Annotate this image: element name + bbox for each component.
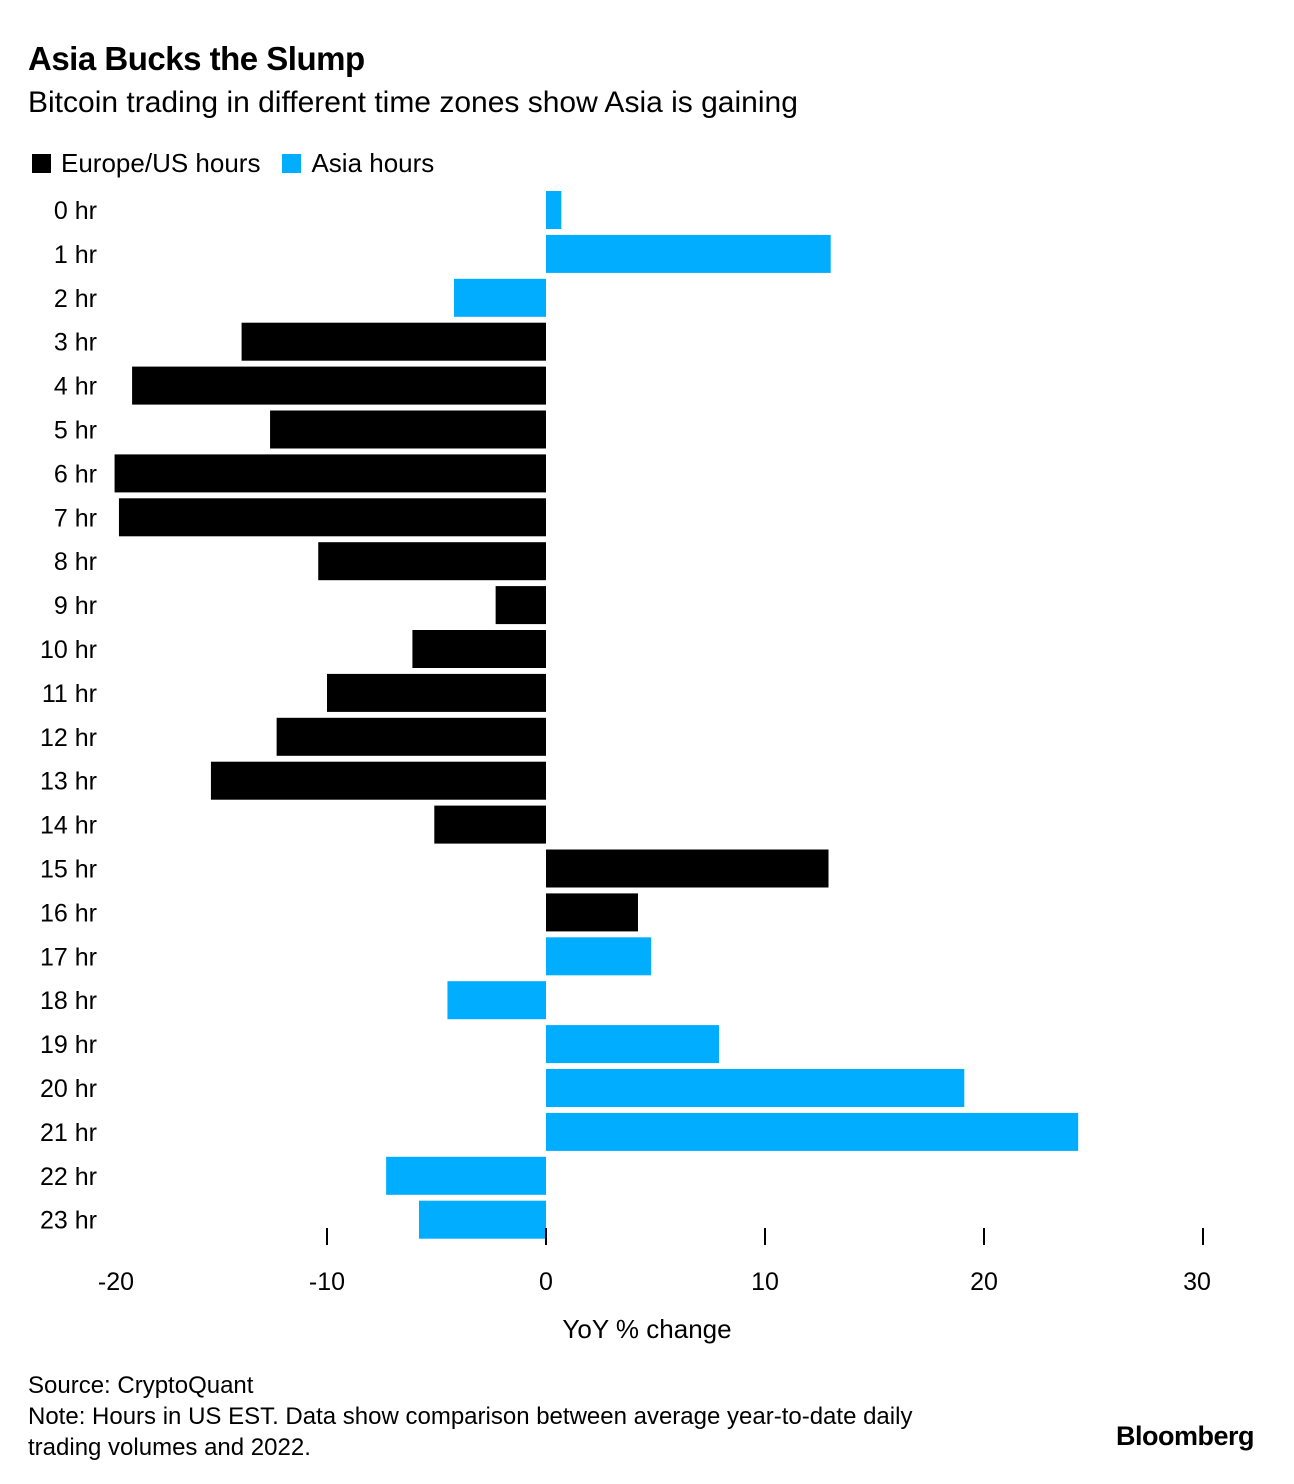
bar-15-hr [546,849,829,888]
category-label-3-hr: 3 hr [54,329,97,357]
legend-label-europe-us: Europe/US hours [61,148,261,178]
legend-swatch-asia [282,154,302,173]
bar-22-hr [386,1156,546,1195]
category-label-18-hr: 18 hr [40,987,97,1015]
legend: Europe/US hours Asia hours [32,148,456,179]
bar-17-hr [546,937,652,976]
chart-subtitle: Bitcoin trading in different time zones … [28,86,798,119]
bar-9-hr [495,586,546,625]
bar-6-hr [114,454,546,493]
bar-10-hr [412,630,546,668]
bar-3-hr [241,322,546,361]
category-label-16-hr: 16 hr [40,899,97,927]
legend-label-asia: Asia hours [311,148,435,178]
bar-1-hr [546,234,831,273]
bar-11-hr [327,673,546,712]
category-label-20-hr: 20 hr [40,1075,97,1103]
bar-20-hr [546,1069,965,1107]
bar-chart: 0 hr 1 hr 2 hr 3 hr 4 hr 5 hr 6 hr 7 hr 8 hr 9 hr… [40,191,1211,1344]
x-axis-title: YoY % change [562,1314,731,1344]
note-line-2: trading volumes and 2022. [28,1434,311,1461]
category-label-10-hr: 10 hr [40,636,97,664]
category-label-9-hr: 9 hr [54,592,97,620]
source-note: Source: CryptoQuant [28,1372,254,1399]
legend-item-asia: Asia hours [282,148,434,179]
bar-2-hr [454,278,546,317]
category-label-21-hr: 21 hr [40,1119,97,1147]
bar-5-hr [270,410,546,449]
category-label-0-hr: 0 hr [54,197,97,225]
category-label-13-hr: 13 hr [40,768,97,796]
footer-notes: Source: CryptoQuant Note: Hours in US ES… [28,1370,912,1463]
bar-18-hr [447,981,546,1020]
x-tick-label-10: 10 [751,1268,779,1296]
x-tick-label-20: 20 [970,1268,998,1296]
category-label-5-hr: 5 hr [54,417,97,445]
x-tick-label--10: -10 [309,1268,345,1296]
category-label-14-hr: 14 hr [40,812,97,840]
bar-4-hr [132,366,546,405]
bar-7-hr [118,498,546,537]
bloomberg-logo: Bloomberg [1115,1421,1255,1451]
legend-item-europe-us: Europe/US hours [32,148,260,179]
bar-8-hr [318,542,546,581]
category-label-8-hr: 8 hr [54,548,97,576]
x-tick-label-0: 0 [539,1268,553,1296]
category-label-6-hr: 6 hr [54,460,97,488]
bar-13-hr [210,761,546,800]
bar-19-hr [546,1025,720,1064]
category-label-23-hr: 23 hr [40,1207,97,1235]
category-label-11-hr: 11 hr [42,680,97,708]
category-label-17-hr: 17 hr [40,943,97,971]
bar-21-hr [546,1112,1079,1151]
bar-0-hr [546,191,562,229]
legend-swatch-europe-us [32,154,51,173]
category-label-22-hr: 22 hr [40,1163,97,1191]
x-tick-label--20: -20 [98,1268,134,1296]
category-label-2-hr: 2 hr [54,285,97,313]
category-label-15-hr: 15 hr [40,856,97,884]
bar-14-hr [434,805,546,844]
bar-16-hr [546,893,638,932]
x-tick-label-30: 30 [1183,1268,1211,1296]
category-label-7-hr: 7 hr [54,504,97,532]
category-label-1-hr: 1 hr [54,241,97,269]
category-label-12-hr: 12 hr [40,724,97,752]
category-label-19-hr: 19 hr [40,1031,97,1059]
category-label-4-hr: 4 hr [54,373,97,401]
note-line-1: Note: Hours in US EST. Data show compari… [28,1403,913,1430]
bar-23-hr [418,1200,546,1239]
bar-12-hr [276,717,546,756]
chart-title: Asia Bucks the Slump [28,40,365,77]
